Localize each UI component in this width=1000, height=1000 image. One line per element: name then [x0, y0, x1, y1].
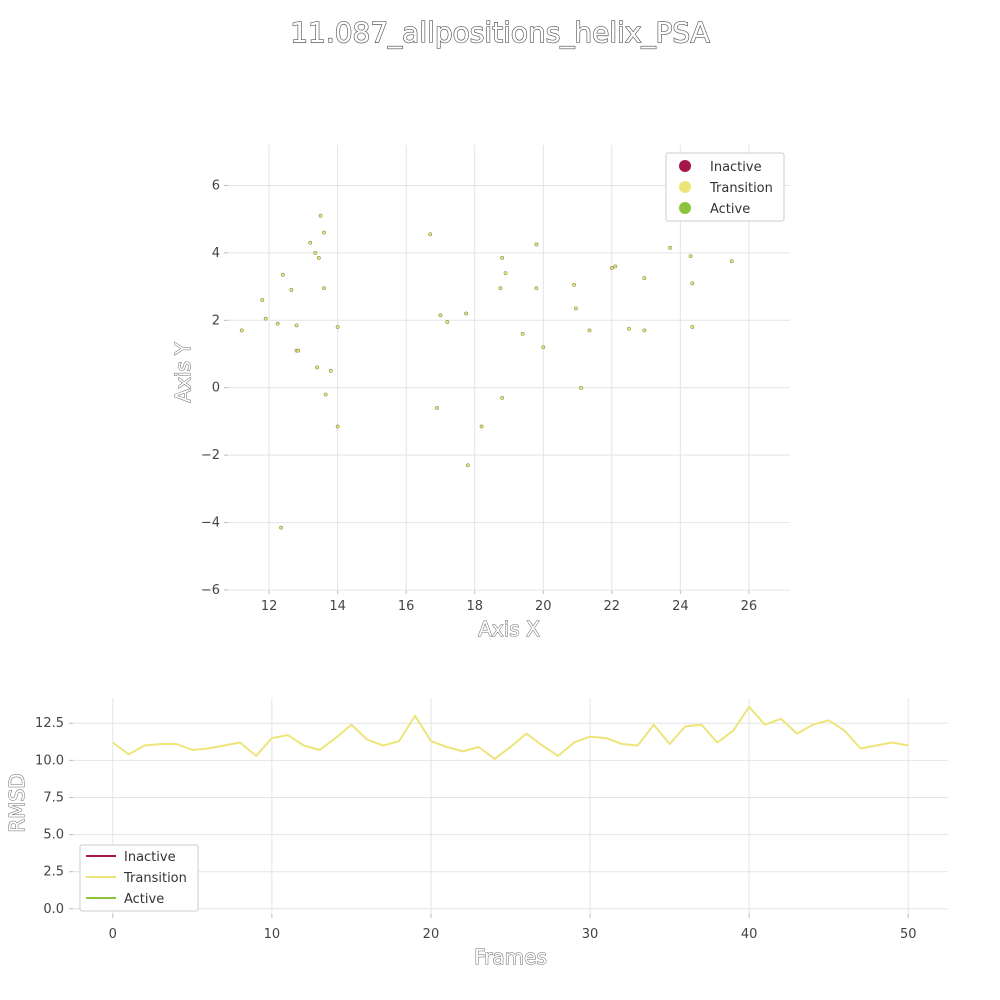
- scatter-point: [464, 311, 469, 316]
- y-tick-label: 2: [212, 313, 220, 328]
- y-tick-label: 12.5: [35, 716, 64, 731]
- legend-marker-inactive: [679, 160, 691, 172]
- scatter-point: [322, 286, 326, 291]
- legend-label-active: Active: [124, 892, 164, 907]
- scatter-point: [498, 286, 503, 291]
- scatter-point: [613, 264, 618, 269]
- scatter-point: [500, 395, 505, 400]
- y-tick-label: 6: [212, 178, 220, 193]
- scatter-point: [308, 240, 313, 245]
- legend-label-inactive: Inactive: [124, 850, 176, 865]
- scatter-point: [316, 256, 321, 260]
- x-tick-label: 22: [604, 599, 621, 614]
- x-tick-label: 30: [582, 927, 599, 942]
- scatter-point: [296, 348, 301, 353]
- scatter-point: [587, 328, 592, 333]
- scatter-point: [294, 323, 299, 328]
- y-tick-label: 10.0: [35, 753, 64, 768]
- scatter-point: [479, 424, 484, 429]
- scatter-point: [435, 406, 439, 410]
- scatter-point: [729, 259, 734, 264]
- scatter-point: [573, 306, 578, 311]
- y-tick-label: 0.0: [43, 902, 64, 917]
- x-tick-label: 16: [398, 599, 415, 614]
- y-tick-label: 5.0: [43, 828, 64, 843]
- legend-marker-transition: [679, 181, 691, 193]
- x-tick-label: 50: [900, 927, 917, 942]
- scatter-point: [239, 328, 244, 333]
- x-axis-label: Frames: [474, 945, 547, 969]
- y-tick-label: −2: [201, 448, 220, 463]
- legend-marker-active: [679, 202, 691, 214]
- scatter-point: [642, 328, 647, 333]
- line-legend: [79, 844, 199, 912]
- y-tick-label: −4: [201, 516, 220, 531]
- scatter-point: [465, 463, 470, 468]
- y-tick-label: −6: [201, 583, 220, 598]
- x-tick-label: 14: [329, 599, 346, 614]
- scatter-point: [688, 254, 693, 259]
- scatter-point: [438, 313, 443, 318]
- x-tick-label: 24: [672, 599, 689, 614]
- scatter-point: [627, 326, 631, 331]
- x-tick-label: 40: [741, 927, 758, 942]
- legend-label-transition: Transition: [123, 871, 187, 886]
- scatter-point: [289, 288, 294, 292]
- scatter-point: [428, 232, 433, 237]
- legend-label-inactive: Inactive: [710, 160, 762, 175]
- scatter-point: [642, 276, 647, 281]
- scatter-point: [323, 392, 328, 397]
- scatter-point: [335, 325, 340, 329]
- x-tick-label: 12: [261, 599, 278, 614]
- x-tick-label: 20: [423, 927, 440, 942]
- scatter-point: [572, 283, 577, 287]
- x-tick-label: 20: [535, 599, 552, 614]
- y-axis-label: RMSD: [5, 773, 29, 832]
- scatter-point: [260, 298, 265, 302]
- y-axis-label: Axis Y: [171, 342, 195, 403]
- scatter-point: [263, 316, 268, 321]
- scatter-legend: [665, 152, 785, 222]
- scatter-point: [690, 281, 695, 286]
- y-tick-label: 7.5: [43, 790, 64, 805]
- scatter-point: [313, 250, 318, 255]
- scatter-point: [668, 245, 672, 250]
- scatter-point: [328, 368, 333, 373]
- scatter-point: [500, 256, 505, 260]
- scatter-point: [322, 230, 326, 235]
- scatter-point: [690, 325, 695, 329]
- legend-label-active: Active: [710, 202, 750, 217]
- scatter-point: [520, 331, 525, 336]
- y-tick-label: 2.5: [43, 865, 64, 880]
- scatter-point: [541, 345, 546, 350]
- scatter-point: [503, 271, 508, 276]
- scatter-point: [315, 365, 319, 370]
- chart-title: 11.087_allpositions_helix_PSA: [290, 16, 710, 49]
- scatter-point: [609, 266, 614, 270]
- y-tick-label: 4: [212, 246, 220, 261]
- x-tick-label: 18: [466, 599, 483, 614]
- rmsd-line-chart: 0 10 20 30 40 50 0.0 2.5 5.0 7.5 10.0 12.5 Frames RMS…: [5, 698, 948, 970]
- legend-label-transition: Transition: [709, 181, 773, 196]
- x-tick-label: 26: [741, 599, 758, 614]
- scatter-point: [279, 525, 284, 530]
- scatter-point: [318, 213, 323, 218]
- scatter-point: [280, 272, 285, 277]
- series-line-transition: [112, 705, 909, 760]
- scatter-point: [534, 242, 539, 247]
- x-tick-label: 0: [109, 927, 117, 942]
- x-axis-label: Axis X: [478, 617, 540, 641]
- x-tick-label: 10: [264, 927, 281, 942]
- scatter-point: [275, 321, 280, 326]
- y-tick-label: 0: [212, 381, 220, 396]
- scatter-point: [579, 385, 583, 390]
- scatter-point: [335, 424, 340, 429]
- scatter-point: [534, 286, 539, 291]
- scatter-point: [445, 320, 450, 324]
